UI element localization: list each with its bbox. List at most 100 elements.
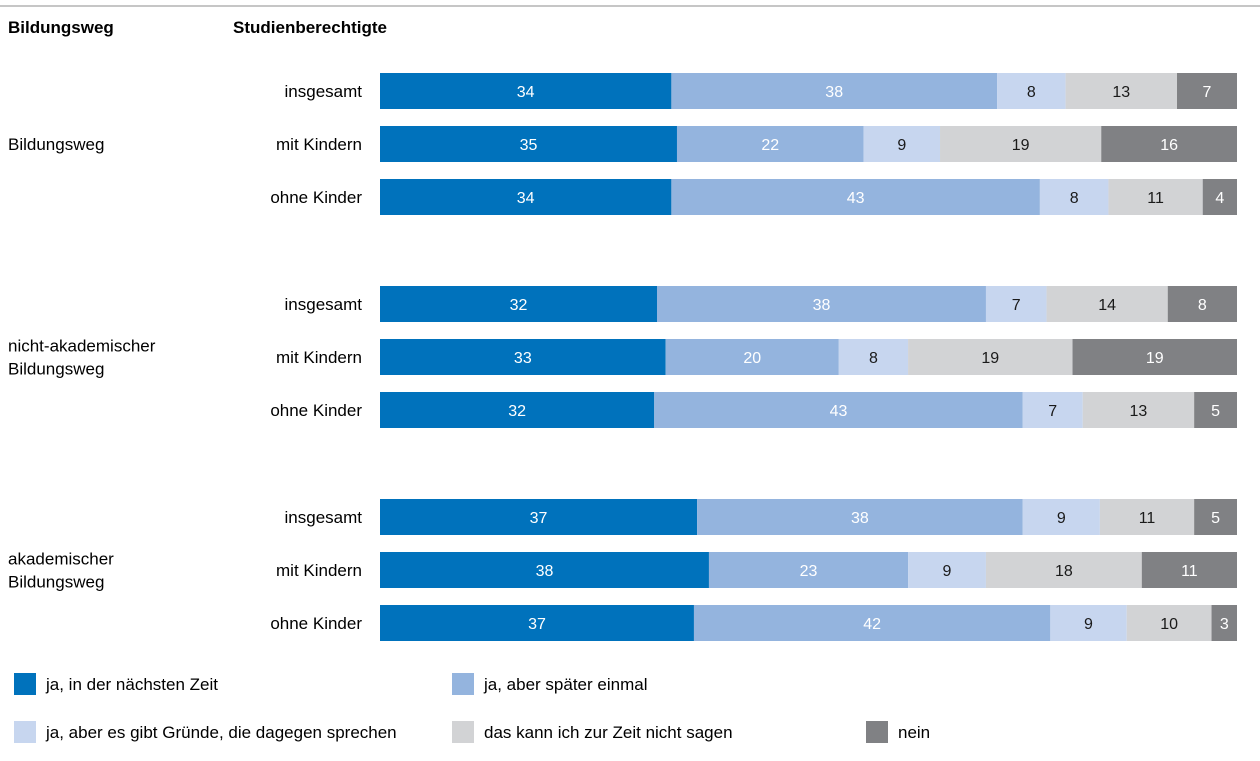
data-label: 19 bbox=[1146, 350, 1164, 367]
data-label: 19 bbox=[981, 350, 999, 367]
bar-segment bbox=[1046, 286, 1168, 322]
bar-segment bbox=[671, 179, 1040, 215]
bar-segment bbox=[1072, 339, 1237, 375]
data-label: 8 bbox=[1070, 190, 1079, 207]
bar-segment bbox=[838, 339, 909, 375]
header-bildungsweg: Bildungsweg bbox=[8, 18, 114, 37]
data-label: 38 bbox=[536, 563, 554, 580]
data-label: 23 bbox=[800, 563, 818, 580]
data-label: 37 bbox=[530, 510, 548, 527]
bar-segment bbox=[1108, 179, 1203, 215]
bar-segment bbox=[1082, 392, 1195, 428]
bar-segment bbox=[1177, 73, 1237, 109]
data-label: 8 bbox=[1027, 84, 1036, 101]
bar-segment bbox=[1101, 126, 1237, 162]
bar-segment bbox=[1022, 499, 1100, 535]
legend-label: nein bbox=[898, 723, 930, 742]
bar-segment bbox=[1065, 73, 1178, 109]
group-label: Bildungsweg bbox=[8, 360, 104, 379]
data-label: 10 bbox=[1160, 616, 1178, 633]
bar-segment bbox=[1050, 605, 1127, 641]
data-label: 38 bbox=[813, 297, 831, 314]
legend-swatch bbox=[452, 721, 474, 743]
bar-segment bbox=[1211, 605, 1237, 641]
bar-segment bbox=[380, 339, 666, 375]
row-label: ohne Kinder bbox=[270, 401, 362, 420]
bar-segment bbox=[863, 126, 941, 162]
data-label: 11 bbox=[1147, 190, 1164, 207]
data-label: 8 bbox=[1198, 297, 1207, 314]
bar-segment bbox=[1126, 605, 1212, 641]
bar-segment bbox=[1202, 179, 1237, 215]
bar-segment bbox=[380, 605, 694, 641]
data-label: 13 bbox=[1130, 403, 1148, 420]
data-label: 11 bbox=[1139, 510, 1156, 527]
bar-segment bbox=[654, 392, 1023, 428]
bar-segment bbox=[665, 339, 839, 375]
bar-segment bbox=[380, 126, 677, 162]
legend: ja, in der nächsten Zeit ja, aber später … bbox=[14, 673, 930, 743]
data-label: 42 bbox=[863, 616, 881, 633]
bar-segment bbox=[1099, 499, 1195, 535]
row-label: mit Kindern bbox=[276, 135, 362, 154]
data-label: 37 bbox=[528, 616, 546, 633]
data-label: 34 bbox=[517, 84, 535, 101]
bar-segment bbox=[657, 286, 986, 322]
data-label: 20 bbox=[743, 350, 761, 367]
data-label: 3 bbox=[1220, 616, 1229, 633]
bar-segment bbox=[697, 499, 1023, 535]
bar-segment bbox=[1194, 499, 1237, 535]
data-label: 35 bbox=[520, 137, 538, 154]
legend-swatch bbox=[866, 721, 888, 743]
data-label: 5 bbox=[1211, 510, 1220, 527]
bar-segment bbox=[380, 552, 709, 588]
header-studienberechtigte: Studienberechtigte bbox=[233, 18, 387, 37]
data-label: 14 bbox=[1098, 297, 1116, 314]
bar-segment bbox=[985, 286, 1047, 322]
legend-label: ja, in der nächsten Zeit bbox=[45, 675, 218, 694]
legend-swatch bbox=[14, 721, 36, 743]
data-label: 8 bbox=[869, 350, 878, 367]
bar-segment bbox=[985, 552, 1142, 588]
bar-segment bbox=[380, 499, 698, 535]
bar-segment bbox=[708, 552, 909, 588]
bar-segment bbox=[1167, 286, 1237, 322]
bar-segment bbox=[671, 73, 998, 109]
data-label: 9 bbox=[1084, 616, 1093, 633]
group-label: akademischer bbox=[8, 550, 114, 569]
group-label: nicht-akademischer bbox=[8, 337, 156, 356]
bar-segment bbox=[380, 73, 672, 109]
data-label: 9 bbox=[943, 563, 952, 580]
bar-segment bbox=[1194, 392, 1237, 428]
data-label: 22 bbox=[761, 137, 779, 154]
bar-segment bbox=[1141, 552, 1237, 588]
bar-segment bbox=[1022, 392, 1083, 428]
data-label: 13 bbox=[1112, 84, 1130, 101]
group-label: Bildungsweg bbox=[8, 135, 104, 154]
bar-segment bbox=[380, 179, 672, 215]
data-label: 34 bbox=[517, 190, 535, 207]
legend-swatch bbox=[14, 673, 36, 695]
data-label: 7 bbox=[1012, 297, 1021, 314]
legend-label: ja, aber es gibt Gründe, die dagegen spr… bbox=[45, 723, 397, 742]
data-label: 5 bbox=[1211, 403, 1220, 420]
bar-segment bbox=[676, 126, 864, 162]
bar-segment bbox=[908, 552, 986, 588]
legend-label: das kann ich zur Zeit nicht sagen bbox=[484, 723, 733, 742]
bar-segment bbox=[380, 286, 658, 322]
data-label: 43 bbox=[847, 190, 865, 207]
group-label: Bildungsweg bbox=[8, 573, 104, 592]
row-label: mit Kindern bbox=[276, 348, 362, 367]
data-label: 33 bbox=[514, 350, 532, 367]
data-label: 18 bbox=[1055, 563, 1073, 580]
row-label: ohne Kinder bbox=[270, 614, 362, 633]
data-label: 11 bbox=[1181, 563, 1198, 580]
bar-segment bbox=[997, 73, 1066, 109]
data-label: 32 bbox=[510, 297, 528, 314]
legend-label: ja, aber später einmal bbox=[483, 675, 647, 694]
data-label: 38 bbox=[851, 510, 869, 527]
data-label: 16 bbox=[1160, 137, 1178, 154]
data-label: 9 bbox=[1057, 510, 1066, 527]
